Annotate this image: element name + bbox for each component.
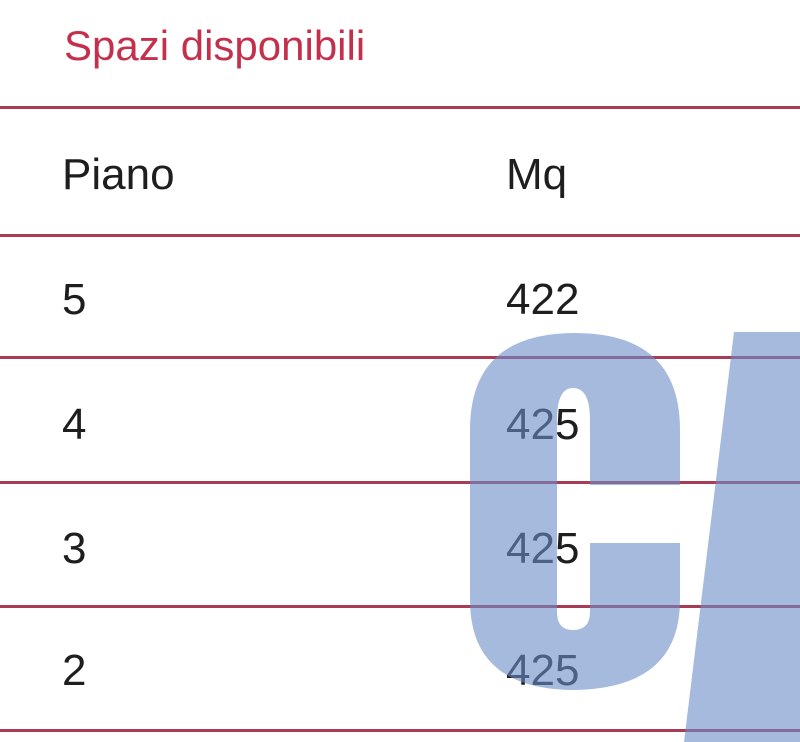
cell-piano: 4 (62, 400, 87, 449)
cell-piano: 3 (62, 524, 87, 573)
cell-mq: 425 (506, 524, 580, 573)
table-divider (0, 106, 800, 109)
watermark-letter-shape (470, 333, 680, 690)
header-mq: Mq (506, 150, 568, 199)
section-title: Spazi disponibili (64, 22, 366, 69)
cell-mq: 425 (506, 400, 580, 449)
table-divider (0, 729, 800, 732)
table-divider (0, 481, 800, 484)
table-divider (0, 234, 800, 237)
table-divider (0, 356, 800, 359)
cell-piano: 2 (62, 646, 87, 695)
cell-piano: 5 (62, 275, 87, 324)
cell-mq: 422 (506, 275, 580, 324)
table-divider (0, 605, 800, 608)
header-piano: Piano (62, 150, 175, 199)
cell-mq: 425 (506, 646, 580, 695)
watermark-slash-shape (684, 332, 800, 742)
